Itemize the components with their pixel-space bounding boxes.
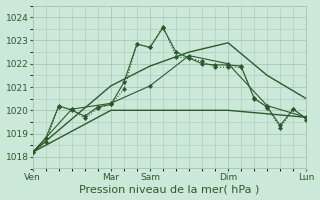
X-axis label: Pression niveau de la mer( hPa ): Pression niveau de la mer( hPa ) [79,184,260,194]
